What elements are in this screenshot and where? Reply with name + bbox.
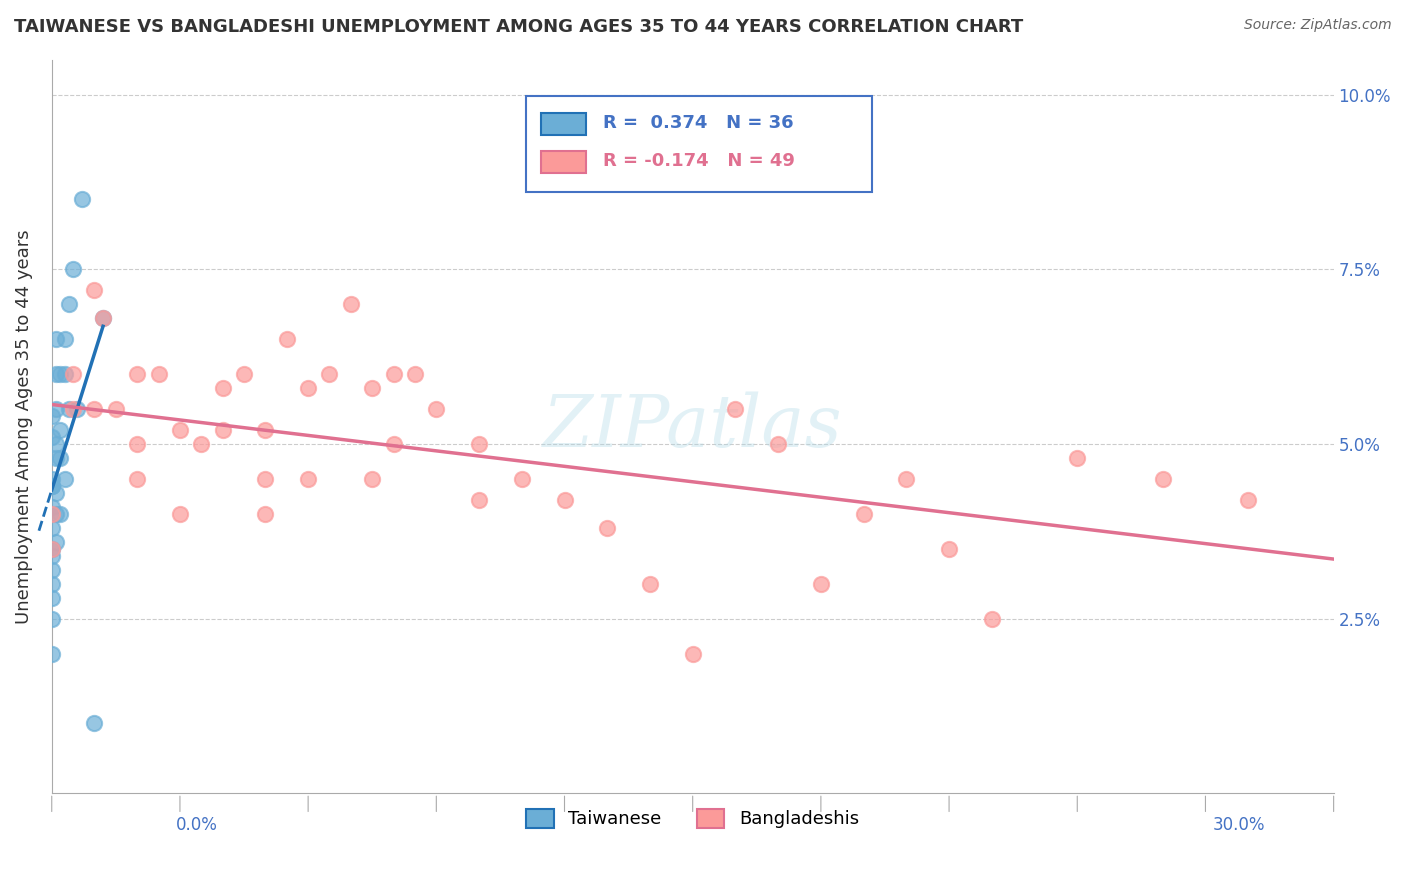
Point (41, 541, 63, 556)
Point (297, 472, 319, 486)
Point (41, 591, 63, 605)
Point (810, 576, 832, 591)
Point (340, 297, 363, 311)
Point (211, 381, 233, 395)
Point (49, 367, 72, 381)
Point (45, 450, 67, 465)
Point (468, 437, 491, 451)
Point (1152, 472, 1174, 486)
Point (41, 521, 63, 535)
Point (211, 423, 233, 437)
Point (382, 367, 405, 381)
Point (91, 311, 114, 326)
Point (49, 507, 72, 521)
Point (45, 534, 67, 549)
Point (41, 409, 63, 423)
Point (938, 541, 960, 556)
Point (41, 612, 63, 626)
Point (233, 367, 256, 381)
Point (53, 367, 76, 381)
Point (41, 549, 63, 563)
Point (980, 612, 1002, 626)
Point (45, 507, 67, 521)
Text: R =  0.374   N = 36: R = 0.374 N = 36 (603, 113, 793, 132)
Point (70, 192, 93, 206)
Point (45, 437, 67, 451)
Point (66, 402, 89, 417)
Point (553, 492, 575, 507)
Point (58, 297, 80, 311)
Point (169, 423, 191, 437)
Point (53, 472, 76, 486)
FancyBboxPatch shape (526, 96, 872, 192)
Point (41, 647, 63, 661)
Point (127, 437, 149, 451)
Point (1237, 492, 1260, 507)
Point (638, 576, 661, 591)
Point (361, 472, 384, 486)
Point (852, 507, 875, 521)
Point (41, 479, 63, 493)
Point (41, 500, 63, 514)
Point (127, 367, 149, 381)
Point (318, 367, 340, 381)
Point (254, 472, 277, 486)
Point (254, 507, 277, 521)
Point (766, 437, 789, 451)
Point (276, 332, 298, 346)
Point (41, 541, 63, 556)
Point (45, 367, 67, 381)
Point (83, 716, 105, 731)
Point (190, 437, 212, 451)
FancyBboxPatch shape (541, 152, 586, 173)
Point (62, 402, 84, 417)
Text: 0.0%: 0.0% (176, 816, 218, 834)
Text: 30.0%: 30.0% (1213, 816, 1265, 834)
Text: Source: ZipAtlas.com: Source: ZipAtlas.com (1244, 18, 1392, 32)
Point (41, 576, 63, 591)
Point (1066, 450, 1088, 465)
Point (254, 423, 277, 437)
Point (41, 563, 63, 577)
Point (596, 521, 619, 535)
Point (91, 311, 114, 326)
Point (297, 381, 319, 395)
Point (49, 423, 72, 437)
Point (682, 647, 704, 661)
Point (45, 332, 67, 346)
Point (104, 402, 127, 417)
Point (58, 402, 80, 417)
Point (896, 472, 918, 486)
Point (169, 507, 191, 521)
Point (724, 402, 747, 417)
Y-axis label: Unemployment Among Ages 35 to 44 years: Unemployment Among Ages 35 to 44 years (15, 229, 32, 624)
Point (425, 402, 447, 417)
Point (41, 479, 63, 493)
Text: ZIPatlas: ZIPatlas (543, 392, 842, 462)
Point (45, 402, 67, 417)
Point (83, 402, 105, 417)
Point (41, 430, 63, 444)
Point (404, 367, 426, 381)
Point (127, 472, 149, 486)
Point (49, 450, 72, 465)
FancyBboxPatch shape (541, 113, 586, 136)
Point (41, 472, 63, 486)
Point (45, 486, 67, 500)
Point (148, 367, 170, 381)
Point (361, 381, 384, 395)
Text: R = -0.174   N = 49: R = -0.174 N = 49 (603, 152, 794, 169)
Point (41, 507, 63, 521)
Text: TAIWANESE VS BANGLADESHI UNEMPLOYMENT AMONG AGES 35 TO 44 YEARS CORRELATION CHAR: TAIWANESE VS BANGLADESHI UNEMPLOYMENT AM… (14, 18, 1024, 36)
Point (468, 492, 491, 507)
Legend: Taiwanese, Bangladeshis: Taiwanese, Bangladeshis (519, 802, 866, 836)
Point (83, 283, 105, 297)
Point (53, 332, 76, 346)
Point (62, 367, 84, 381)
Point (62, 262, 84, 277)
Point (382, 437, 405, 451)
Point (510, 472, 533, 486)
